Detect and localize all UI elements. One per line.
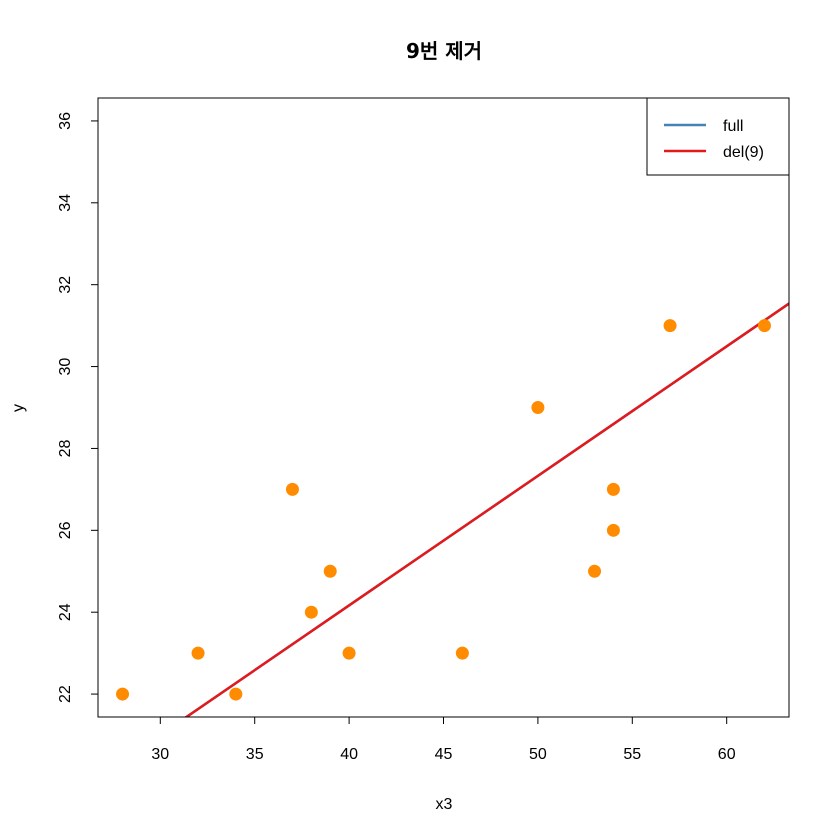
- x-axis-title: x3: [436, 796, 453, 813]
- data-point: [588, 564, 602, 578]
- plot-frame: [97, 97, 790, 718]
- x-tick-label: 40: [340, 746, 358, 763]
- data-point: [663, 319, 677, 333]
- legend-box: [646, 97, 790, 176]
- data-points: [116, 319, 771, 701]
- legend-label-full: full: [723, 118, 743, 135]
- data-point: [757, 319, 771, 333]
- data-point: [323, 564, 337, 578]
- data-point: [606, 523, 620, 537]
- y-axis-title: y: [10, 404, 27, 412]
- y-tick-label: 24: [57, 603, 74, 621]
- chart-title: 9번 제거: [406, 39, 482, 63]
- data-point: [304, 605, 318, 619]
- regression-lines: [184, 302, 789, 717]
- legend: full del(9): [646, 97, 790, 176]
- data-point: [455, 646, 469, 660]
- y-tick-label: 34: [57, 194, 74, 212]
- x-tick-label: 55: [623, 746, 641, 763]
- y-tick-label: 30: [57, 358, 74, 376]
- y-tick-label: 26: [57, 521, 74, 539]
- data-point: [531, 401, 545, 414]
- x-tick-label: 50: [529, 746, 547, 763]
- x-tick-label: 60: [718, 746, 736, 763]
- data-point: [342, 646, 356, 660]
- x-tick-label: 35: [246, 746, 264, 763]
- data-point: [229, 687, 243, 701]
- y-tick-label: 36: [57, 112, 74, 130]
- x-tick-label: 45: [435, 746, 453, 763]
- y-tick-label: 22: [57, 685, 74, 703]
- legend-label-del9: del(9): [723, 144, 764, 161]
- data-point: [606, 482, 620, 496]
- y-tick-label: 28: [57, 439, 74, 457]
- fit-line-del9: [184, 302, 789, 717]
- data-point: [191, 646, 205, 660]
- y-tick-label: 32: [57, 276, 74, 294]
- data-point: [116, 687, 130, 701]
- data-point: [285, 482, 299, 496]
- x-tick-label: 30: [151, 746, 169, 763]
